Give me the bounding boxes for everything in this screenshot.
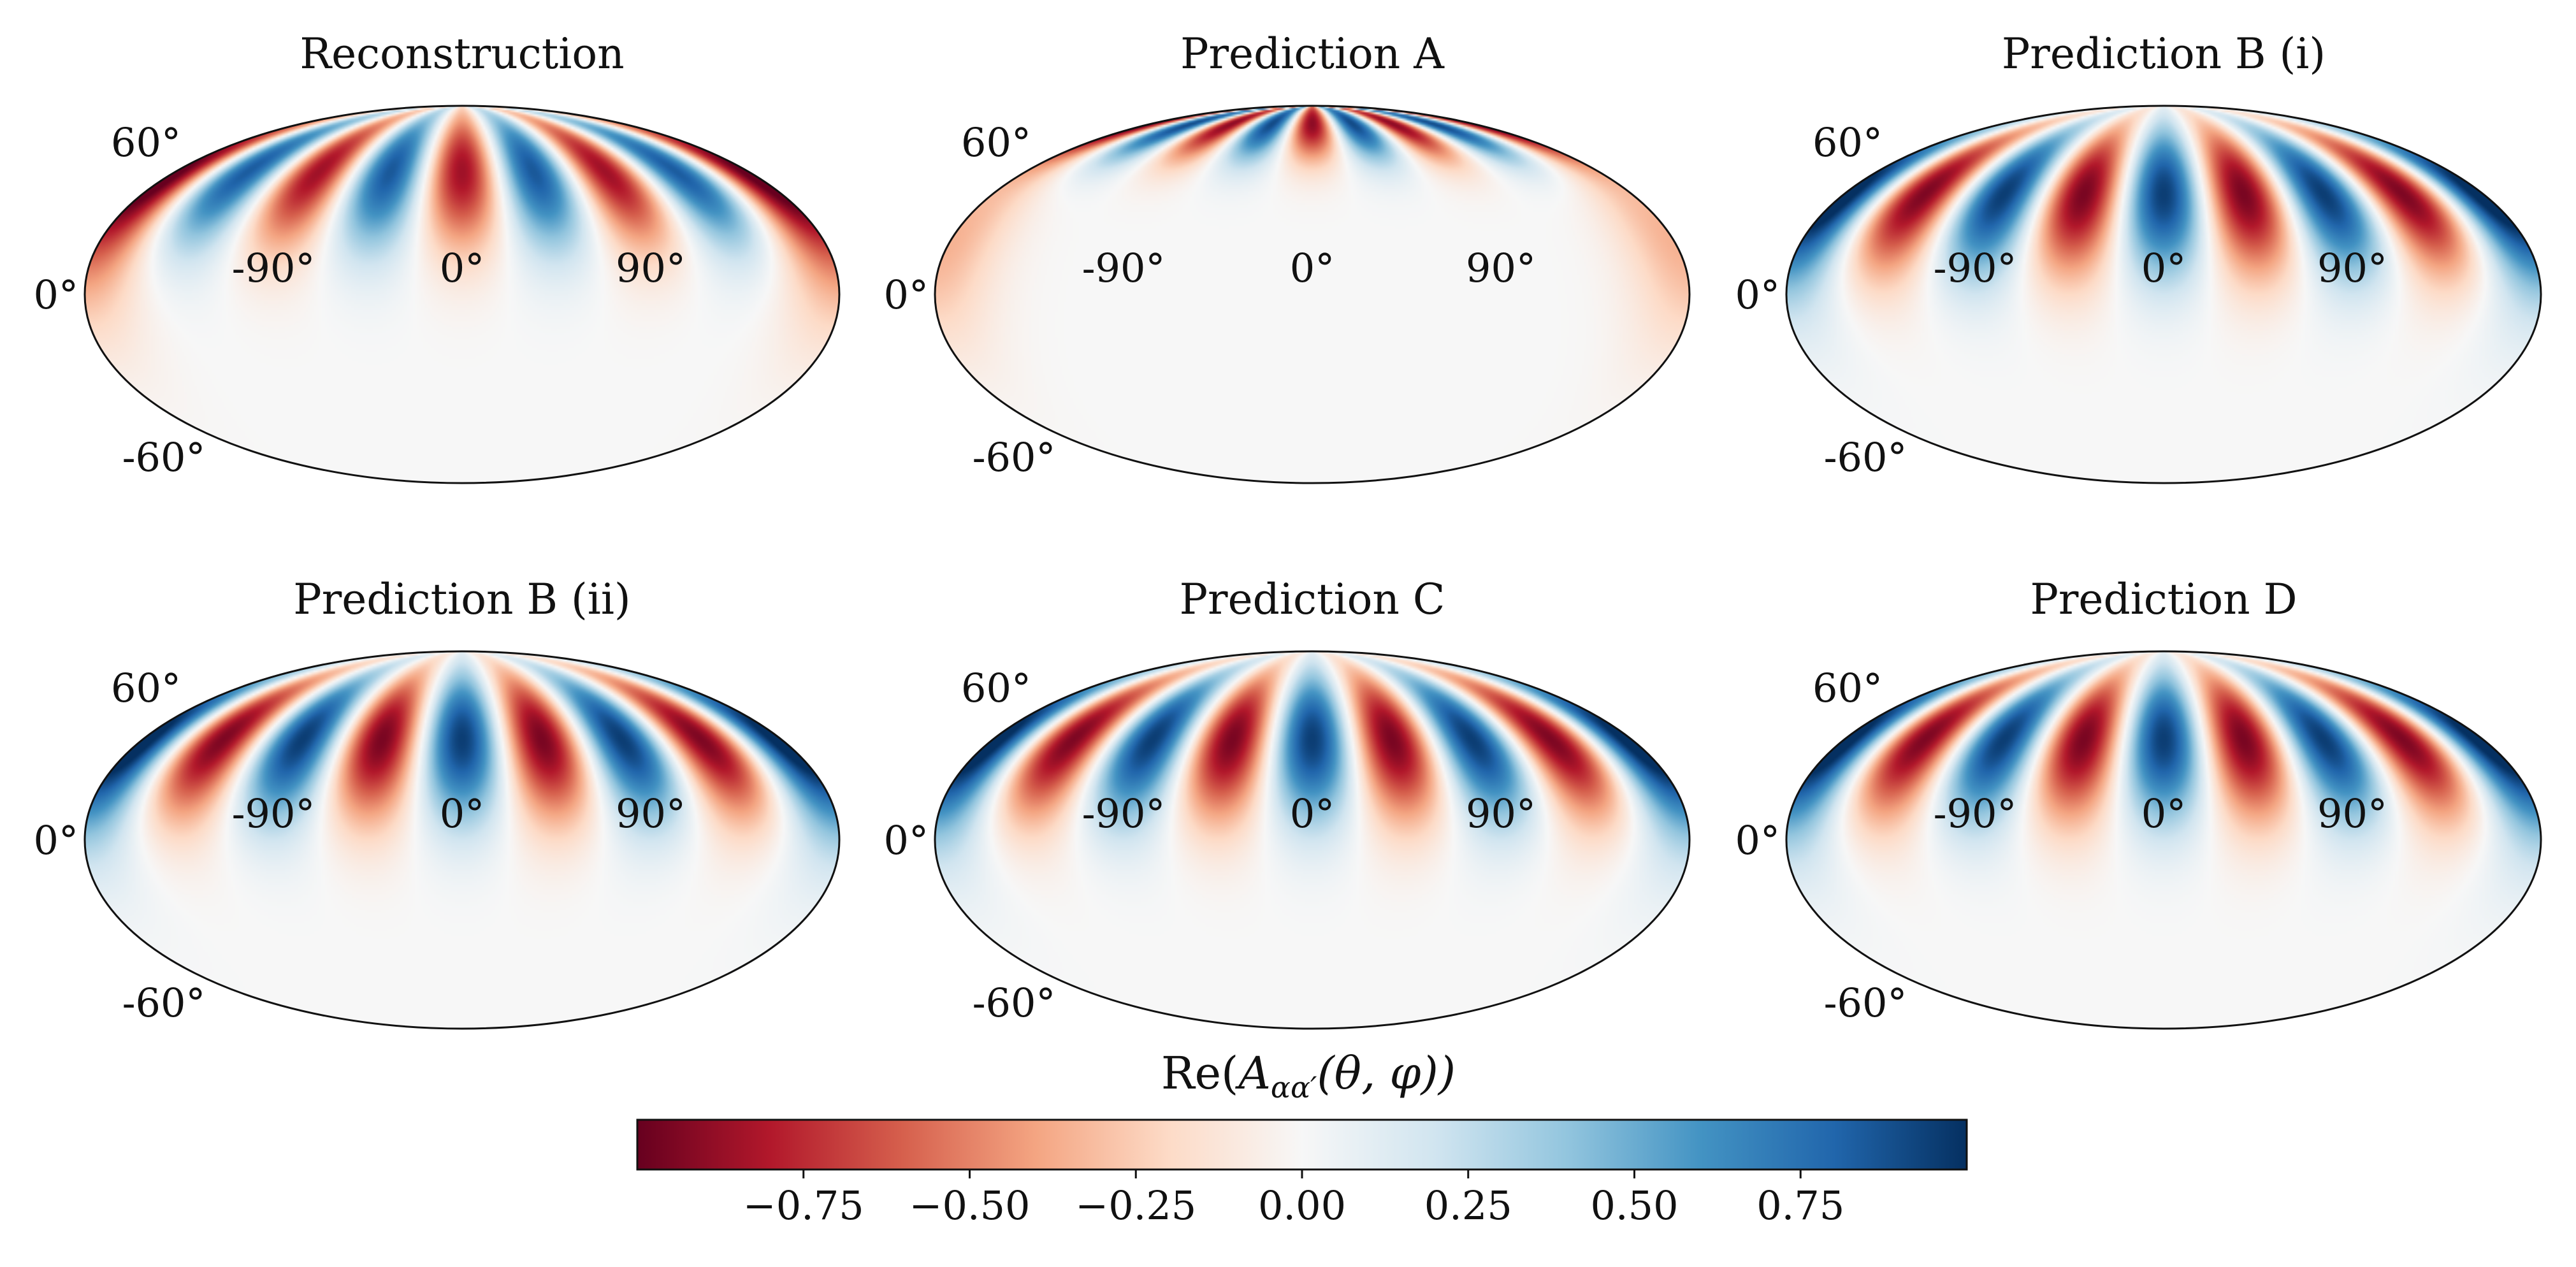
map-panel: Prediction A 60° 0° -60° -90° 0° 90° [884, 29, 1691, 484]
colorbar: Re(Aαα′(θ, φ)) −0.75 −0.50 −0.25 0.00 0.25 0.… [636, 1047, 1968, 1229]
lon-tick-label: 0° [1290, 790, 1335, 837]
colorbar-tick-label: −0.75 [743, 1182, 864, 1229]
lon-tick-label: -90° [232, 790, 315, 837]
panel-title: Prediction B (i) [2002, 29, 2326, 78]
lon-tick-label: -90° [1082, 245, 1166, 291]
heatmap-image [1786, 106, 2541, 483]
lon-tick-label: -90° [1082, 790, 1166, 837]
colorbar-tick-label: 0.50 [1590, 1182, 1678, 1229]
lon-tick-label: -90° [1934, 245, 2017, 291]
lon-tick-label: -90° [1934, 790, 2017, 837]
lat-tick-label: 60° [1813, 119, 1883, 166]
lon-tick-label: 0° [2141, 245, 2186, 291]
heatmap-image [85, 106, 839, 483]
lat-tick-label: -60° [122, 434, 206, 481]
lat-tick-label: 0° [34, 272, 78, 318]
colorbar-tick-label: 0.25 [1424, 1182, 1512, 1229]
map-outline [1785, 650, 2542, 1030]
map-panel: Prediction B (ii) 60° 0° -60° -90° 0° 90° [34, 575, 841, 1030]
map-outline [83, 650, 841, 1030]
map-panel: Reconstruction 60° 0° -60° -90° 0° 90° [34, 29, 841, 484]
lat-tick-label: 60° [961, 119, 1031, 166]
map-panel: Prediction D 60° 0° -60° -90° 0° 90° [1735, 575, 2542, 1030]
lat-tick-label: -60° [1824, 434, 1907, 481]
heatmap-image [1786, 651, 2541, 1029]
colorbar-tick-label: −0.50 [909, 1182, 1031, 1229]
lat-tick-label: -60° [1824, 980, 1907, 1026]
colorbar-ticks: −0.75 −0.50 −0.25 0.00 0.25 0.50 0.75 [743, 1169, 1844, 1229]
panel-title: Prediction C [1180, 575, 1445, 624]
lat-tick-label: 0° [884, 817, 929, 864]
lon-tick-label: 90° [2317, 245, 2387, 291]
panel-title: Reconstruction [300, 29, 624, 78]
lon-tick-label: 0° [1290, 245, 1335, 291]
colorbar-tick-label: 0.75 [1756, 1182, 1844, 1229]
lat-tick-label: -60° [973, 980, 1056, 1026]
colorbar-tick-label: −0.25 [1075, 1182, 1196, 1229]
lat-tick-label: 0° [1735, 272, 1780, 318]
heatmap-image [935, 651, 1690, 1029]
lat-tick-label: 60° [111, 665, 181, 711]
lat-tick-label: -60° [973, 434, 1056, 481]
lon-tick-label: 0° [2141, 790, 2186, 837]
panel-title: Prediction A [1180, 29, 1445, 78]
panel-title: Prediction D [2030, 575, 2297, 624]
lon-tick-label: -90° [232, 245, 315, 291]
lon-tick-label: 0° [440, 245, 484, 291]
lat-tick-label: 0° [1735, 817, 1780, 864]
lat-tick-label: 0° [884, 272, 929, 318]
lon-tick-label: 90° [2317, 790, 2387, 837]
map-outline [934, 650, 1691, 1030]
map-panel: Prediction B (i) 60° 0° -60° -90° 0° 90° [1735, 29, 2542, 484]
map-panel: Prediction C 60° 0° -60° -90° 0° 90° [884, 575, 1691, 1030]
map-outline [83, 105, 841, 484]
lon-tick-label: 90° [616, 790, 686, 837]
lon-tick-label: 90° [616, 245, 686, 291]
heatmap-image [935, 106, 1690, 483]
panel-title: Prediction B (ii) [293, 575, 630, 624]
map-outline [1785, 105, 2542, 484]
heatmap-image [85, 651, 839, 1029]
lon-tick-label: 90° [1466, 790, 1536, 837]
lat-tick-label: 60° [111, 119, 181, 166]
lon-tick-label: 90° [1466, 245, 1536, 291]
colorbar-tick-label: 0.00 [1258, 1182, 1346, 1229]
lat-tick-label: 60° [1813, 665, 1883, 711]
lon-tick-label: 0° [440, 790, 484, 837]
lat-tick-label: 60° [961, 665, 1031, 711]
lat-tick-label: 0° [34, 817, 78, 864]
colorbar-label: Re(Aαα′(θ, φ)) [1161, 1047, 1456, 1104]
colorbar-gradient [636, 1119, 1968, 1171]
map-outline [934, 105, 1691, 484]
lat-tick-label: -60° [122, 980, 206, 1026]
